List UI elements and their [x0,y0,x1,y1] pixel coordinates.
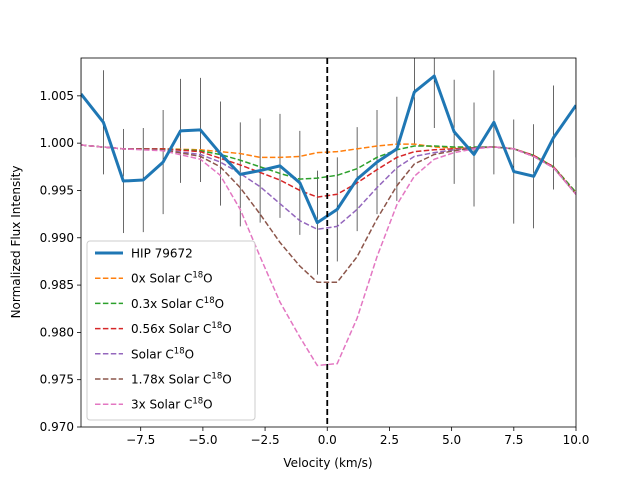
x-axis: −7.5 −5.0 −2.5 0.0 2.5 5.0 7.5 10.0 [126,427,589,447]
y-tick-label: 0.980 [40,325,74,339]
x-axis-label: Velocity (km/s) [283,456,372,470]
legend-label: 0.3x Solar C18O [131,296,224,311]
y-tick-label: 0.995 [40,183,74,197]
legend-label: HIP 79672 [131,247,193,261]
y-tick-label: 0.975 [40,373,74,387]
series-line-2 [81,144,576,198]
x-tick-label: −2.5 [251,433,280,447]
x-tick-label: 5.0 [442,433,461,447]
x-tick-label: 10.0 [563,433,590,447]
legend-box [86,240,256,421]
y-tick-label: 0.985 [40,278,74,292]
y-tick-label: 0.970 [40,420,74,434]
x-tick-label: 7.5 [504,433,523,447]
y-axis-label: Normalized Flux Intensity [9,166,23,319]
x-tick-label: 2.5 [380,433,399,447]
legend-label: 0x Solar C18O [131,271,213,286]
series-line-3 [81,144,576,231]
legend-label: 0.56x Solar C18O [131,321,232,336]
legend-label: 1.78x Solar C18O [131,372,232,387]
y-tick-label: 1.005 [40,89,74,103]
x-tick-label: 0.0 [318,433,337,447]
legend: HIP 79672 0x Solar C18O 0.3x Solar C18O 0.5… [86,240,256,421]
x-tick-label: −7.5 [126,433,155,447]
y-axis: 0.970 0.975 0.980 0.985 0.990 0.995 1.000 1.005 [40,89,81,434]
plot-frame [80,57,577,428]
series-line-4 [81,144,576,283]
y-tick-label: 1.000 [40,136,74,150]
legend-label: Solar C18O [131,346,194,361]
legend-label: 3x Solar C18O [131,397,213,412]
series-line-5 [81,144,576,367]
x-tick-label: −5.0 [188,433,217,447]
y-tick-label: 0.990 [40,231,74,245]
